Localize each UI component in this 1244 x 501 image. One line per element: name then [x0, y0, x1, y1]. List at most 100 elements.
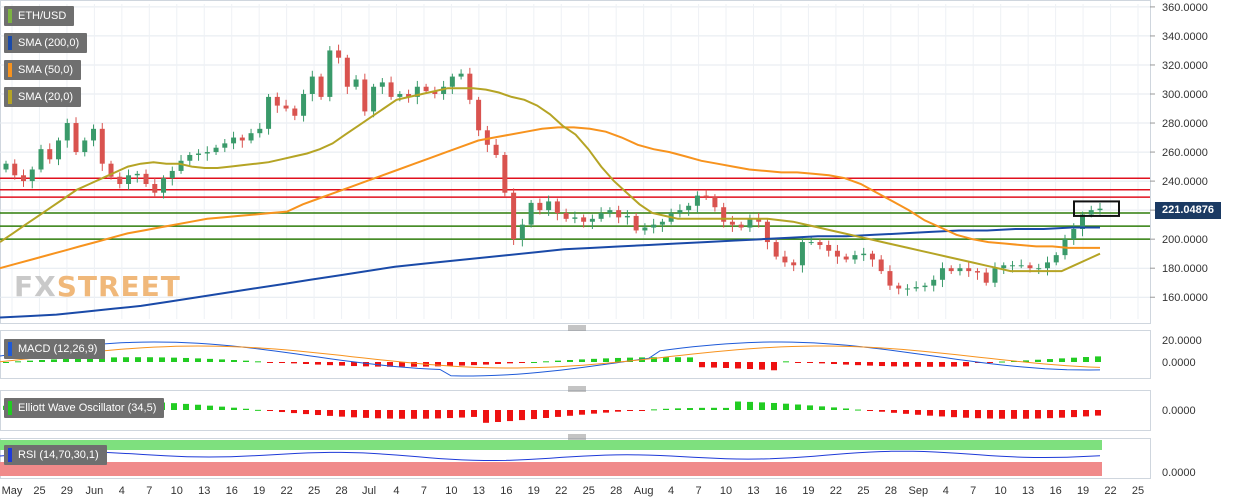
legend-sma-20[interactable]: SMA (20,0)	[4, 87, 82, 107]
macd-histogram-bar	[63, 358, 69, 362]
candle-body	[248, 133, 254, 141]
ewo-histogram-bar	[951, 410, 957, 418]
y-tick-label: 240.0000	[1162, 176, 1208, 188]
macd-label[interactable]: MACD (12,26,9)	[4, 339, 106, 359]
candle-body	[729, 221, 735, 225]
candle-body	[528, 202, 534, 225]
macd-histogram-bar	[519, 362, 525, 363]
candle-body	[913, 287, 919, 289]
candle-body	[309, 76, 315, 94]
macd-histogram-bar	[1047, 359, 1053, 362]
macd-histogram-bar	[399, 362, 405, 367]
candle-body	[134, 173, 140, 176]
x-tick-label: 28	[610, 485, 622, 497]
macd-histogram-bar	[843, 362, 849, 365]
candle-body	[948, 268, 954, 272]
macd-histogram-bar	[351, 362, 357, 367]
rsi-overbought-zone	[0, 440, 1102, 450]
macd-histogram-bar	[207, 358, 213, 362]
macd-histogram-bar	[183, 357, 189, 362]
x-tick-label: 16	[500, 485, 512, 497]
macd-histogram-bar	[1035, 359, 1041, 362]
legend-label: SMA (50,0)	[18, 64, 74, 76]
macd-histogram-bar	[447, 362, 453, 367]
candle-body	[493, 144, 499, 155]
macd-histogram-bar	[963, 362, 969, 367]
legend-eth-usd[interactable]: ETH/USD	[4, 6, 75, 26]
candle-body	[703, 195, 709, 198]
ewo-histogram-bar	[195, 404, 201, 410]
ewo-histogram-bar	[843, 408, 849, 410]
ewo-histogram-bar	[963, 410, 969, 418]
legend-swatch-icon	[8, 9, 12, 23]
macd-histogram-bar	[435, 362, 441, 367]
legend-sma-50[interactable]: SMA (50,0)	[4, 60, 82, 80]
x-tick-label: 19	[1077, 485, 1089, 497]
candle-body	[712, 197, 718, 208]
macd-histogram-bar	[27, 360, 33, 362]
candle-body	[537, 202, 543, 211]
macd-histogram-bar	[459, 362, 465, 366]
macd-histogram-bar	[303, 362, 309, 365]
ewo-histogram-bar	[207, 405, 213, 410]
rsi-label[interactable]: RSI (14,70,30,1)	[4, 445, 107, 465]
x-tick-label: 16	[775, 485, 787, 497]
candle-body	[423, 86, 429, 92]
x-tick-label: 10	[720, 485, 732, 497]
macd-histogram-bar	[771, 362, 777, 371]
ewo-label[interactable]: Elliott Wave Oscillator (34,5)	[4, 398, 165, 418]
candle-body	[12, 163, 18, 176]
macd-histogram-bar	[291, 362, 297, 364]
candle-body	[817, 242, 823, 245]
rsi-oversold-zone	[0, 462, 1102, 476]
candle-body	[318, 76, 324, 97]
ewo-histogram-bar	[579, 410, 585, 415]
candle-body	[1097, 208, 1103, 211]
ewo-histogram-bar	[615, 410, 621, 412]
macd-histogram-bar	[483, 362, 489, 365]
ewo-histogram-bar	[1035, 410, 1041, 419]
candle-body	[686, 205, 692, 211]
ewo-histogram-bar	[315, 410, 321, 416]
candle-body	[738, 224, 744, 228]
rsi-tick-label: 0.0000	[1162, 467, 1196, 479]
candle-body	[204, 152, 210, 154]
candle-body	[642, 227, 648, 231]
macd-histogram-bar	[1071, 357, 1077, 362]
y-tick-label: 200.0000	[1162, 234, 1208, 246]
ewo-histogram-bar	[543, 410, 549, 418]
ewo-histogram-bar	[1083, 410, 1089, 417]
candle-body	[756, 218, 762, 222]
ewo-histogram-bar	[435, 410, 441, 419]
macd-histogram-bar	[855, 362, 861, 366]
x-tick-label: May	[2, 485, 23, 497]
y-tick-label: 280.0000	[1162, 118, 1208, 130]
x-tick-label: 19	[802, 485, 814, 497]
candle-body	[616, 210, 622, 218]
macd-histogram-bar	[231, 360, 237, 362]
macd-histogram-bar	[87, 357, 93, 362]
macd-histogram-bar	[111, 357, 117, 362]
y-tick-label: 160.0000	[1162, 292, 1208, 304]
candle-body	[161, 178, 167, 193]
macd-histogram-bar	[591, 358, 597, 362]
candle-body	[301, 94, 307, 116]
candle-body	[38, 149, 44, 170]
ewo-histogram-bar	[267, 410, 273, 411]
candle-body	[843, 256, 849, 260]
legend-swatch-icon	[8, 401, 12, 415]
ewo-histogram-bar	[531, 410, 537, 420]
macd-histogram-bar	[3, 362, 9, 363]
x-tick-label: 10	[171, 485, 183, 497]
macd-histogram-bar	[15, 361, 21, 363]
candle-body	[196, 153, 202, 155]
macd-histogram-bar	[1023, 360, 1029, 362]
candle-body	[659, 221, 665, 225]
legend-sma-200[interactable]: SMA (200,0)	[4, 33, 88, 53]
legend-label: SMA (20,0)	[18, 91, 74, 103]
ewo-histogram-bar	[759, 402, 765, 410]
candle-body	[721, 207, 727, 222]
candle-body	[974, 271, 980, 273]
macd-histogram-bar	[471, 362, 477, 366]
candle-body	[922, 285, 928, 288]
